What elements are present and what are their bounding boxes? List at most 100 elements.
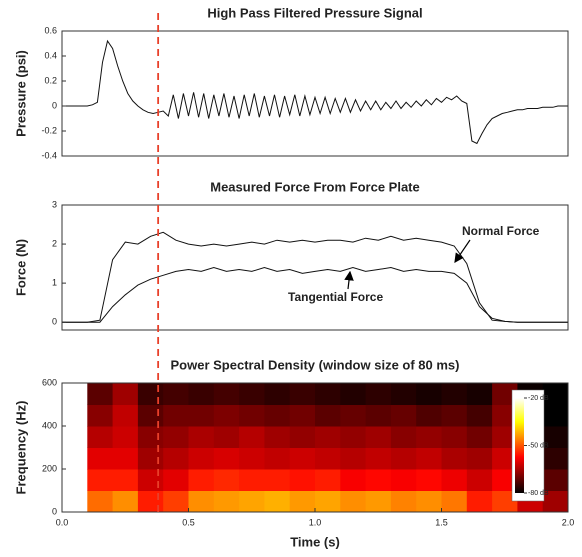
- heat-cell: [163, 490, 189, 513]
- heat-cell: [163, 426, 189, 448]
- heat-cell: [213, 404, 240, 427]
- heat-cell: [365, 383, 392, 405]
- heat-cell: [441, 447, 468, 470]
- x-tick-label: 0.5: [182, 517, 195, 527]
- y-tick-label: 600: [42, 377, 57, 387]
- heat-cell: [542, 383, 569, 405]
- x-axis-label: Time (s): [290, 534, 340, 549]
- heat-cell: [441, 404, 468, 427]
- heat-cell: [416, 426, 442, 448]
- heat-cell: [315, 447, 341, 470]
- heat-cell: [188, 383, 215, 405]
- heat-cell: [188, 469, 215, 491]
- colorbar-label: -50 dB: [528, 442, 549, 449]
- axes-frame: [61, 30, 569, 157]
- x-tick-label: 1.5: [435, 517, 448, 527]
- series-label: Tangential Force: [288, 290, 383, 304]
- heat-cell: [137, 426, 164, 448]
- heat-cell: [163, 383, 189, 405]
- heat-cell: [390, 447, 417, 470]
- y-tick-label: 2: [52, 238, 57, 248]
- heat-cell: [365, 490, 392, 513]
- heat-cell: [289, 447, 316, 470]
- heat-cell: [87, 426, 114, 448]
- heat-cell: [365, 469, 392, 491]
- heat-cell: [188, 490, 215, 513]
- heat-cell: [315, 426, 341, 448]
- heat-cell: [264, 383, 291, 405]
- heat-cell: [112, 447, 139, 470]
- heat-cell: [466, 447, 493, 470]
- heat-cell: [239, 404, 265, 427]
- heat-cell: [416, 383, 442, 405]
- y-tick-label: 400: [42, 420, 57, 430]
- heat-cell: [340, 383, 367, 405]
- heat-cell: [542, 469, 569, 491]
- heat-cell: [87, 469, 114, 491]
- y-tick-label: 0.4: [44, 50, 57, 60]
- heat-cell: [188, 447, 215, 470]
- heat-cell: [340, 490, 367, 513]
- y-axis-label: Frequency (Hz): [13, 401, 28, 495]
- label-arrow: [344, 270, 354, 290]
- heat-cell: [112, 469, 139, 491]
- colorbar-label: -80 dB: [528, 490, 549, 497]
- heat-cell: [213, 426, 240, 448]
- heat-cell: [466, 490, 493, 513]
- colorbar: [515, 398, 524, 493]
- heat-cell: [213, 490, 240, 513]
- label-arrow: [454, 239, 471, 263]
- y-tick-label: 0: [52, 317, 57, 327]
- heat-cell: [213, 469, 240, 491]
- heat-cell: [492, 383, 518, 405]
- y-tick-label: 0: [52, 100, 57, 110]
- heat-cell: [112, 404, 139, 427]
- heat-cell: [137, 447, 164, 470]
- heat-cell: [492, 447, 518, 470]
- heat-cell: [416, 404, 442, 427]
- heat-cell: [112, 426, 139, 448]
- heat-cell: [87, 490, 114, 513]
- heat-cell: [340, 469, 367, 491]
- heat-cell: [340, 426, 367, 448]
- heat-cell: [441, 426, 468, 448]
- heat-cell: [492, 404, 518, 427]
- heat-cell: [112, 383, 139, 405]
- heat-cell: [315, 383, 341, 405]
- heat-cell: [390, 383, 417, 405]
- heat-cell: [542, 447, 569, 470]
- heat-cell: [87, 447, 114, 470]
- heat-cell: [492, 490, 518, 513]
- heat-cell: [264, 469, 291, 491]
- series-label: Normal Force: [462, 224, 540, 238]
- heat-cell: [239, 447, 265, 470]
- heat-cell: [315, 404, 341, 427]
- heat-cell: [416, 469, 442, 491]
- heat-cell: [466, 383, 493, 405]
- heat-cell: [466, 404, 493, 427]
- panel-title: Measured Force From Force Plate: [210, 179, 420, 194]
- heat-cell: [163, 447, 189, 470]
- heat-cell: [365, 404, 392, 427]
- heat-cell: [264, 426, 291, 448]
- heat-cell: [466, 469, 493, 491]
- heat-cell: [390, 490, 417, 513]
- data-line: [62, 266, 568, 323]
- panel-title: High Pass Filtered Pressure Signal: [207, 5, 422, 20]
- heat-cell: [239, 469, 265, 491]
- heat-cell: [416, 447, 442, 470]
- heat-cell: [390, 426, 417, 448]
- y-tick-label: 3: [52, 199, 57, 209]
- heat-cell: [289, 404, 316, 427]
- heat-cell: [441, 469, 468, 491]
- heat-cell: [163, 404, 189, 427]
- heat-cell: [365, 447, 392, 470]
- heat-cell: [188, 426, 215, 448]
- x-tick-label: 1.0: [309, 517, 322, 527]
- heat-cell: [112, 490, 139, 513]
- heat-cell: [542, 404, 569, 427]
- y-tick-label: -0.4: [41, 150, 57, 160]
- y-tick-label: 0.2: [44, 75, 57, 85]
